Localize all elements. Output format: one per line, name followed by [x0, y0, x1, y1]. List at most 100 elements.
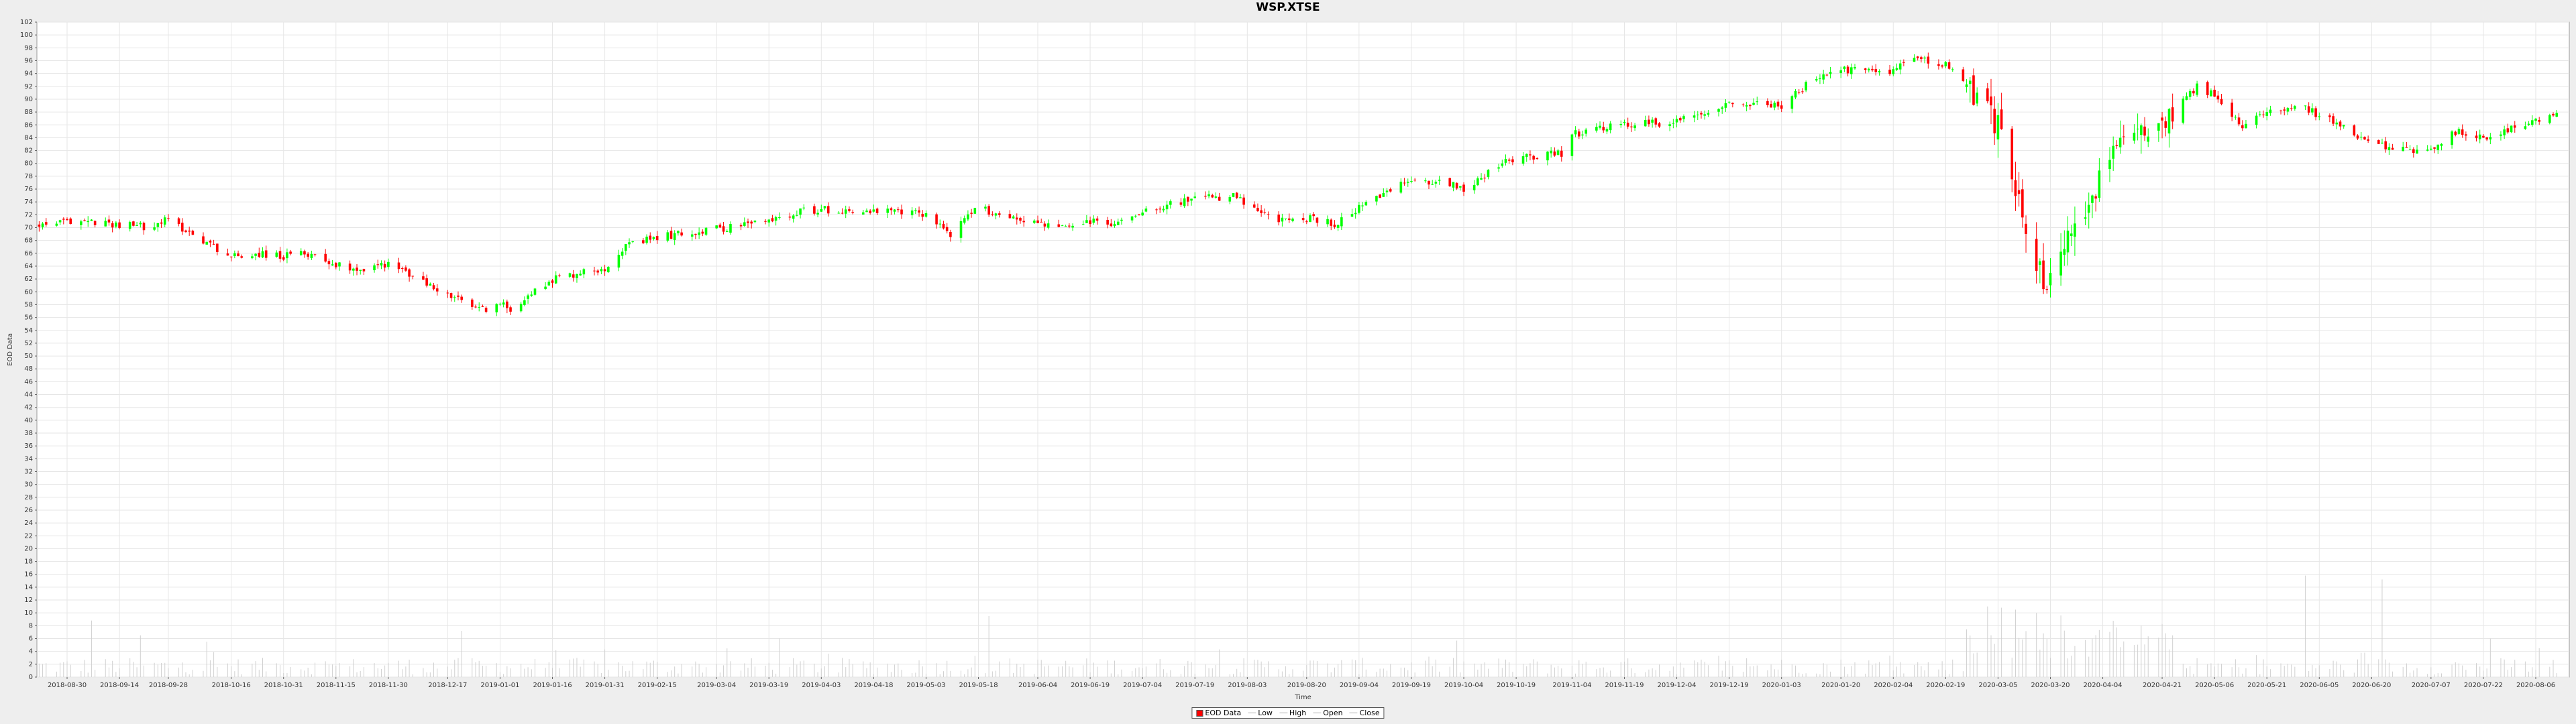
candle-body: [1159, 208, 1161, 210]
candle-body: [991, 214, 994, 215]
candle-body: [2133, 132, 2136, 141]
candle-body: [2241, 125, 2244, 129]
x-tick-label: 2019-04-03: [802, 682, 841, 689]
candle-body: [2513, 125, 2516, 128]
candle-body: [649, 235, 652, 240]
candle-body: [2412, 149, 2415, 154]
candle-body: [422, 276, 425, 280]
y-tick-label: 44: [24, 391, 33, 399]
candle-body: [897, 209, 900, 210]
candle-body: [1260, 210, 1263, 213]
candle-body: [1452, 182, 1455, 188]
candle-body: [523, 300, 526, 305]
candle-body: [2475, 135, 2478, 139]
x-tick-label: 2019-07-04: [1123, 682, 1162, 689]
candle-body: [1015, 217, 1018, 220]
candle-body: [2188, 90, 2192, 97]
candle-body: [425, 278, 428, 286]
candle-body: [1990, 96, 1992, 106]
candle-body: [1046, 223, 1050, 228]
candle-body: [1382, 193, 1385, 197]
candle-body: [2304, 105, 2307, 107]
x-tick-label: 2020-01-20: [1821, 682, 1860, 689]
candle-body: [1968, 80, 1972, 84]
candle-body: [1064, 226, 1067, 227]
candle-body: [58, 220, 62, 223]
candle-body: [1008, 213, 1012, 219]
candle-body: [449, 293, 453, 298]
candle-body: [2161, 117, 2163, 121]
x-tick-label: 2019-12-04: [1657, 682, 1696, 689]
x-tick-label: 2019-01-31: [586, 682, 625, 689]
candle-body: [1504, 158, 1507, 163]
candle-body: [348, 263, 352, 271]
candle-body: [1068, 225, 1071, 227]
candle-body: [1438, 180, 1441, 181]
candle-body: [2231, 103, 2233, 117]
candle-body: [701, 231, 704, 234]
candle-body: [356, 267, 358, 271]
candle-body: [2353, 125, 2356, 136]
candle-body: [1525, 154, 1528, 158]
candle-body: [1208, 194, 1210, 196]
legend-item: Open: [1313, 709, 1343, 717]
x-tick-label: 2019-03-19: [749, 682, 788, 689]
x-tick-label: 2020-07-22: [2464, 682, 2503, 689]
candle-body: [509, 307, 512, 312]
candle-body: [1727, 101, 1731, 103]
candle-body: [502, 302, 505, 305]
candle-body: [1358, 204, 1360, 213]
candle-body: [470, 299, 474, 307]
y-tick-label: 2: [29, 661, 33, 668]
candle-body: [2451, 131, 2453, 145]
candle-body: [1962, 69, 1965, 81]
candle-body: [1553, 151, 1556, 156]
y-tick-label: 82: [24, 147, 33, 155]
candle-body: [1644, 119, 1647, 127]
candle-body: [160, 222, 163, 224]
candle-body: [2220, 99, 2223, 105]
y-tick-label: 28: [24, 494, 33, 501]
y-tick-label: 18: [24, 558, 33, 566]
candle-body: [2108, 160, 2111, 170]
candle-body: [383, 263, 386, 268]
candle-body: [327, 261, 331, 265]
x-tick-label: 2019-06-19: [1071, 682, 1110, 689]
candle-body: [1874, 68, 1878, 72]
candle-body: [1546, 152, 1549, 161]
candle-body: [107, 219, 111, 223]
candle-body: [1190, 198, 1193, 201]
candle-body: [1085, 220, 1088, 223]
y-tick-label: 22: [24, 532, 33, 540]
candle-body: [747, 221, 749, 223]
candle-body: [1228, 196, 1232, 202]
candle-body: [1333, 225, 1336, 227]
candle-body: [55, 223, 58, 226]
candle-body: [1626, 122, 1629, 127]
legend-item: Low: [1248, 709, 1273, 717]
candle-body: [282, 257, 285, 260]
candle-body: [400, 267, 404, 269]
candle-body: [2049, 272, 2052, 286]
y-tick-label: 74: [24, 198, 33, 206]
candle-body: [938, 223, 942, 225]
candle-body: [1864, 68, 1867, 70]
x-tick-label: 2019-08-03: [1228, 682, 1267, 689]
candle-body: [1326, 219, 1329, 225]
x-tick-label: 2019-08-20: [1287, 682, 1326, 689]
candle-body: [153, 227, 156, 230]
candle-body: [2164, 121, 2167, 128]
candle-body: [2391, 147, 2394, 150]
y-tick-label: 52: [24, 340, 33, 347]
candle-body: [1385, 190, 1389, 192]
candle-body: [1179, 202, 1183, 205]
candle-body: [303, 251, 306, 255]
candle-body: [600, 269, 603, 272]
candle-body: [2140, 125, 2143, 135]
x-tick-label: 2019-04-18: [854, 682, 893, 689]
candle-body: [1477, 178, 1479, 186]
legend-item: High: [1279, 709, 1306, 717]
candle-body: [2367, 139, 2369, 141]
candle-body: [1648, 119, 1650, 125]
candle-body: [547, 282, 551, 286]
